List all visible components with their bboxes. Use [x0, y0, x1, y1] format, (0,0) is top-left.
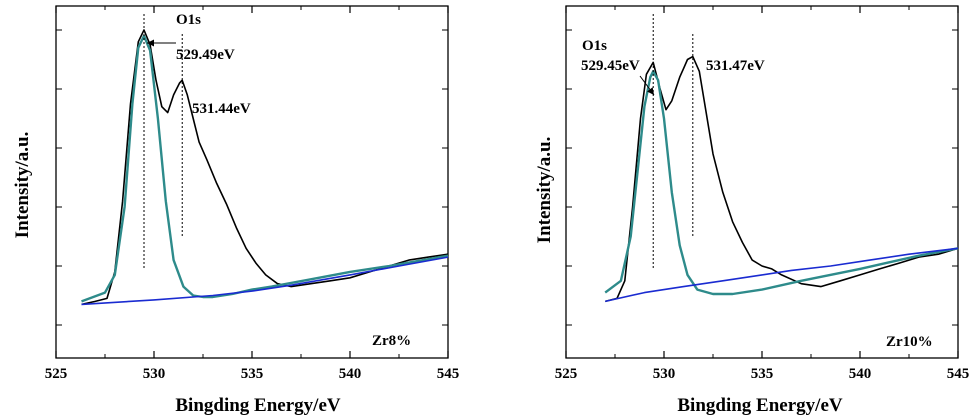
peak-annotation-1: 529.45eV [581, 58, 640, 74]
x-axis-title: Bingding Energy/eV [677, 395, 842, 416]
x-tick-label: 525 [555, 366, 578, 382]
plot-frame [55, 5, 449, 359]
x-axis-title: Bingding Energy/eV [175, 395, 340, 416]
fitted-peak-line [604, 70, 959, 296]
x-tick-label: 530 [653, 366, 676, 382]
fitted-peak-line [81, 34, 449, 303]
baseline-line [81, 256, 449, 306]
x-tick-label: 535 [241, 366, 264, 382]
x-tick-label: 545 [437, 366, 460, 382]
sample-label: Zr8% [372, 333, 411, 349]
sample-label: Zr10% [886, 334, 933, 350]
x-tick-label: 535 [751, 366, 774, 382]
y-axis-title: Intensity/a.u. [12, 132, 33, 239]
y-axis-title: Intensity/a.u. [534, 137, 555, 244]
peak-annotation-2: 531.44eV [192, 101, 251, 117]
x-tick-label: 540 [849, 366, 872, 382]
peak-label-o1s: O1s [176, 12, 201, 28]
annotation-arrowhead [647, 87, 654, 95]
baseline-line [605, 247, 959, 303]
peak-annotation-2: 531.47eV [706, 58, 765, 74]
panel-zr8: Intensity/a.u. Bingding Energy/eV O1s 52… [12, 5, 460, 416]
annotation-arrowhead [147, 39, 154, 47]
panel-zr10: Intensity/a.u. Bingding Energy/eV O1s 52… [534, 5, 970, 416]
measured-spectrum-line [605, 55, 959, 303]
peak-annotation-1: 529.49eV [176, 47, 235, 63]
x-tick-label: 540 [339, 366, 362, 382]
x-tick-label: 530 [143, 366, 166, 382]
peak-label-o1s: O1s [582, 38, 607, 54]
x-tick-label: 545 [947, 366, 970, 382]
x-tick-label: 525 [45, 366, 68, 382]
